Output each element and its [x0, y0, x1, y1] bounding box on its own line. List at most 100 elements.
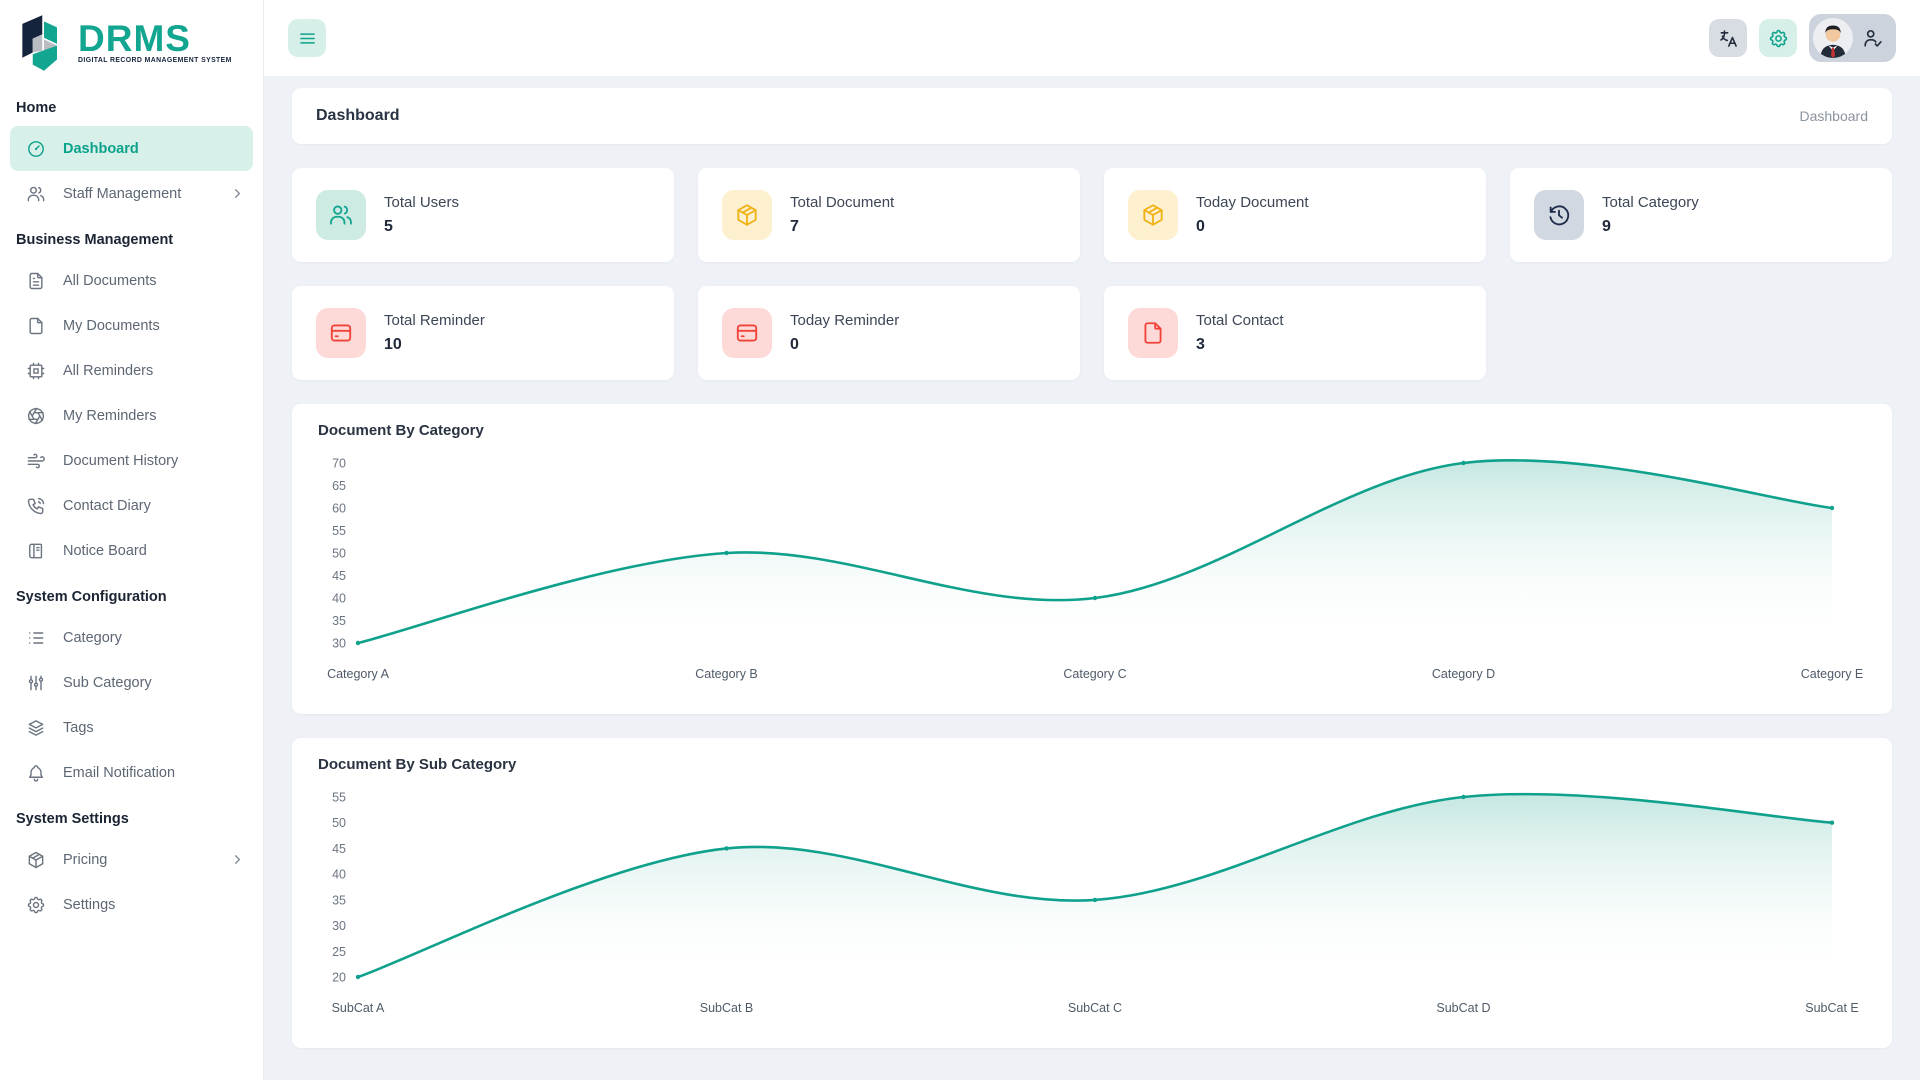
x-axis-label: SubCat C	[1068, 1001, 1122, 1015]
sidebar-item-label: All Reminders	[63, 362, 154, 379]
chart-point[interactable]	[724, 846, 729, 851]
x-axis-label: Category E	[1801, 667, 1864, 681]
x-axis-label: Category A	[327, 667, 390, 681]
stat-card-total-users: Total Users 5	[292, 168, 674, 262]
sidebar-nav: Home Dashboard Staff Management Business Ma…	[0, 82, 263, 1080]
settings-button[interactable]	[1759, 19, 1797, 57]
phone-call-icon	[26, 496, 46, 516]
sidebar-item-category[interactable]: Category	[0, 615, 263, 660]
chart-point[interactable]	[1092, 595, 1098, 601]
brand-logo[interactable]: DRMS DIGITAL RECORD MANAGEMENT SYSTEM	[0, 0, 263, 82]
sidebar: DRMS DIGITAL RECORD MANAGEMENT SYSTEM Ho…	[0, 0, 264, 1080]
cpu-icon	[26, 361, 46, 381]
area-chart-subcategory[interactable]: 20 25 30 35 40 45 50 55 SubCat A SubCat B SubCat C…	[318, 781, 1866, 1026]
chart-area-fill	[358, 460, 1832, 643]
sidebar-item-tags[interactable]: Tags	[0, 705, 263, 750]
language-button[interactable]	[1709, 19, 1747, 57]
x-axis-label: Category B	[695, 667, 758, 681]
stat-card-total-reminder: Total Reminder 10	[292, 286, 674, 380]
aperture-icon	[26, 406, 46, 426]
sidebar-item-sub-category[interactable]: Sub Category	[0, 660, 263, 705]
breadcrumb[interactable]: Dashboard	[1799, 108, 1869, 124]
chart-point[interactable]	[1829, 505, 1835, 511]
page-content: Dashboard Dashboard Total Users 5 Total Do…	[264, 76, 1920, 1080]
package-icon	[1128, 190, 1178, 240]
chart-point[interactable]	[724, 550, 729, 556]
chart-point[interactable]	[1461, 794, 1466, 800]
sidebar-item-my-reminders[interactable]: My Reminders	[0, 393, 263, 438]
stat-value: 0	[1196, 218, 1205, 235]
y-axis-tick: 45	[332, 842, 346, 856]
stat-card-today-reminder: Today Reminder 0	[698, 286, 1080, 380]
stat-text: Today Document 0	[1196, 194, 1309, 236]
sidebar-item-label: All Documents	[63, 272, 157, 289]
list-icon	[26, 628, 46, 648]
sidebar-item-label: Notice Board	[63, 542, 147, 559]
stat-card-total-contact: Total Contact 3	[1104, 286, 1486, 380]
main-area: Dashboard Dashboard Total Users 5 Total Do…	[264, 0, 1920, 1080]
sidebar-item-label: Sub Category	[63, 674, 152, 691]
topbar	[264, 0, 1920, 76]
sidebar-item-staff-management[interactable]: Staff Management	[0, 171, 263, 216]
stats-grid: Total Users 5 Total Document 7 Today Documen…	[292, 168, 1892, 380]
chart-card-subcategory: Document By Sub Category 20 25 30 35 40 45 50 5…	[292, 738, 1892, 1048]
stat-value: 5	[384, 218, 393, 235]
y-axis-tick: 40	[332, 868, 346, 882]
y-axis-tick: 50	[332, 816, 346, 830]
chart-card-category: Document By Category 30 35 40 45 50 55 60 65 70 C…	[292, 404, 1892, 714]
chart-point[interactable]	[1829, 820, 1835, 825]
sidebar-item-label: Pricing	[63, 851, 108, 868]
chart-point[interactable]	[1461, 460, 1466, 466]
sidebar-item-pricing[interactable]: Pricing	[0, 837, 263, 882]
stat-text: Total Reminder 10	[384, 312, 485, 354]
x-axis-label: SubCat A	[332, 1001, 385, 1015]
area-chart-category[interactable]: 30 35 40 45 50 55 60 65 70 Category A Category B Ca…	[318, 447, 1866, 692]
stat-text: Total Users 5	[384, 194, 459, 236]
sliders-icon	[26, 673, 46, 693]
topbar-actions	[1709, 14, 1896, 62]
sidebar-item-dashboard[interactable]: Dashboard	[10, 126, 253, 171]
sidebar-item-label: Document History	[63, 452, 179, 469]
sidebar-item-settings[interactable]: Settings	[0, 882, 263, 927]
y-axis-tick: 70	[332, 457, 346, 471]
chart-point[interactable]	[355, 974, 361, 980]
stat-label: Total Category	[1602, 194, 1699, 211]
sidebar-item-document-history[interactable]: Document History	[0, 438, 263, 483]
profile-menu[interactable]	[1809, 14, 1896, 62]
stat-card-total-category: Total Category 9	[1510, 168, 1892, 262]
page-header: Dashboard Dashboard	[292, 88, 1892, 144]
y-axis-tick: 20	[332, 971, 346, 985]
sidebar-item-label: Contact Diary	[63, 497, 151, 514]
chart-title-category: Document By Category	[318, 422, 484, 439]
bell-icon	[26, 763, 46, 783]
menu-icon	[299, 32, 315, 44]
x-axis-label: SubCat E	[1805, 1001, 1859, 1015]
y-axis-tick: 55	[332, 791, 346, 805]
file-icon	[1128, 308, 1178, 358]
sidebar-item-my-documents[interactable]: My Documents	[0, 303, 263, 348]
sidebar-toggle-button[interactable]	[288, 19, 326, 57]
sidebar-item-email-notification[interactable]: Email Notification	[0, 750, 263, 795]
sidebar-item-all-documents[interactable]: All Documents	[0, 258, 263, 303]
y-axis-tick: 35	[332, 614, 346, 628]
sidebar-item-contact-diary[interactable]: Contact Diary	[0, 483, 263, 528]
sidebar-item-label: Email Notification	[63, 764, 176, 781]
sidebar-item-all-reminders[interactable]: All Reminders	[0, 348, 263, 393]
gauge-icon	[26, 139, 46, 159]
y-axis-tick: 50	[332, 547, 346, 561]
stat-label: Today Document	[1196, 194, 1309, 211]
chart-point[interactable]	[355, 640, 361, 646]
brand-logo-icon	[22, 15, 57, 71]
gear-icon	[1769, 29, 1787, 47]
history-icon	[1534, 190, 1584, 240]
sidebar-item-notice-board[interactable]: Notice Board	[0, 528, 263, 573]
stat-value: 3	[1196, 336, 1205, 353]
chart-point[interactable]	[1092, 897, 1098, 903]
credit-card-icon	[316, 308, 366, 358]
stat-text: Today Reminder 0	[790, 312, 899, 354]
y-axis-tick: 45	[332, 569, 346, 583]
sidebar-item-label: Staff Management	[63, 185, 182, 202]
stat-text: Total Document 7	[790, 194, 894, 236]
x-axis-label: SubCat D	[1436, 1001, 1490, 1015]
